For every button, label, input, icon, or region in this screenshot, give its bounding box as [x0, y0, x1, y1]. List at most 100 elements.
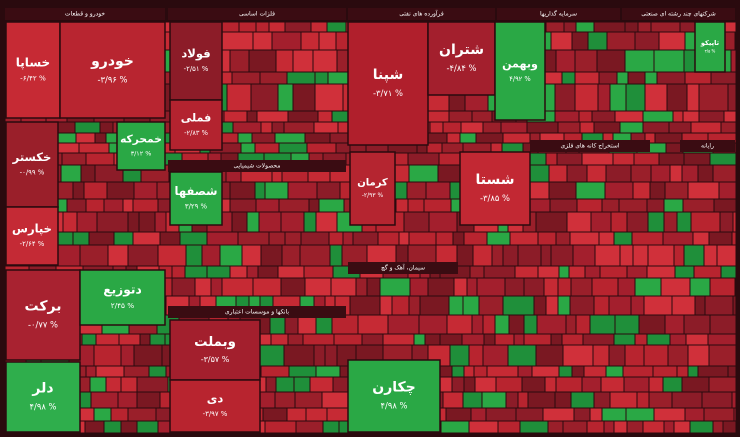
small-tile [545, 295, 559, 316]
small-tile [732, 211, 737, 233]
small-tile [132, 231, 161, 246]
sector-name: خودرو و قطعات [65, 11, 105, 18]
small-tile [424, 333, 441, 346]
small-tile [733, 407, 737, 422]
small-tile [206, 231, 239, 246]
small-tile [638, 314, 666, 335]
small-tile [468, 420, 499, 434]
small-tile [622, 365, 654, 378]
small-tile [72, 231, 90, 246]
small-tile [66, 198, 87, 213]
small-tile [99, 121, 114, 134]
small-tile [554, 391, 572, 409]
small-tile [342, 231, 354, 246]
small-tile [318, 198, 345, 213]
small-tile [600, 376, 625, 393]
small-tile [259, 71, 288, 85]
small-tile [682, 110, 700, 123]
small-tile [650, 21, 681, 33]
small-tile [505, 391, 519, 409]
tile-name: وبهمن [502, 57, 538, 70]
small-tile [642, 121, 670, 134]
small-tile [703, 244, 718, 267]
small-tile [589, 407, 603, 422]
small-tile [171, 277, 196, 297]
small-tile [295, 420, 324, 434]
small-tile [260, 365, 290, 378]
small-tile [241, 244, 262, 267]
small-tile [526, 121, 559, 134]
small-tile [701, 391, 733, 409]
small-tile [472, 244, 493, 267]
small-tile [460, 121, 484, 134]
small-tile [550, 333, 563, 346]
small-tile [730, 49, 737, 73]
small-tile [669, 333, 687, 346]
sector-header-bar [168, 8, 346, 20]
tile [5, 21, 61, 119]
small-tile [304, 132, 331, 144]
small-tile [106, 181, 135, 200]
small-tile [418, 314, 448, 335]
small-tile [463, 231, 488, 246]
small-tile [61, 152, 87, 166]
small-tile [517, 365, 533, 378]
small-tile [613, 420, 628, 434]
tile-name: کرمان [357, 178, 388, 189]
small-tile [731, 231, 737, 246]
small-tile [314, 83, 344, 112]
small-tile [561, 333, 584, 346]
small-tile [667, 344, 689, 367]
small-tile [481, 391, 507, 409]
small-tile [292, 83, 316, 112]
small-tile [687, 181, 720, 200]
small-tile [575, 181, 606, 200]
small-tile [591, 277, 619, 297]
tile-name: خمحرکه [120, 133, 162, 146]
small-tile [122, 198, 134, 213]
small-tile [555, 376, 583, 393]
small-tile [377, 231, 400, 246]
small-tile [609, 391, 638, 409]
small-tile [246, 110, 258, 123]
small-tile [118, 333, 141, 346]
tile-name: خساپا [16, 55, 50, 69]
small-tile [292, 49, 314, 73]
small-tile [673, 420, 691, 434]
small-tile [229, 181, 256, 200]
small-tile [93, 344, 122, 367]
tile-value-label: -۰/۹۹ % [20, 169, 45, 177]
small-tile [419, 295, 450, 316]
tile-name: دلر [31, 381, 53, 397]
tile-value-label: ۲/۴۵ % [111, 301, 135, 310]
small-tile [719, 211, 734, 233]
small-tile [601, 198, 620, 213]
small-tile [265, 376, 277, 393]
small-tile [60, 164, 82, 183]
small-tile [328, 231, 344, 246]
small-tile [120, 344, 135, 367]
small-tile [654, 132, 683, 144]
small-tile [590, 211, 612, 233]
small-tile [690, 121, 722, 134]
small-tile [523, 277, 545, 297]
small-tile [148, 365, 167, 378]
small-tile [305, 407, 328, 422]
small-tile [462, 295, 480, 316]
small-tile [232, 121, 262, 134]
tile-value-label: ۳/۵ % [705, 49, 716, 54]
small-tile [558, 365, 573, 378]
small-tile [637, 21, 652, 33]
small-tile [575, 21, 595, 33]
tile [459, 151, 531, 226]
tile-name: وبملت [194, 335, 236, 350]
small-tile [229, 198, 257, 213]
small-tile [423, 198, 452, 213]
small-tile [576, 198, 603, 213]
small-tile [136, 420, 159, 434]
small-tile [574, 49, 598, 73]
small-tile [697, 365, 729, 378]
sector-header-bar [348, 8, 495, 20]
small-tile [229, 49, 250, 73]
small-tile [517, 391, 529, 409]
